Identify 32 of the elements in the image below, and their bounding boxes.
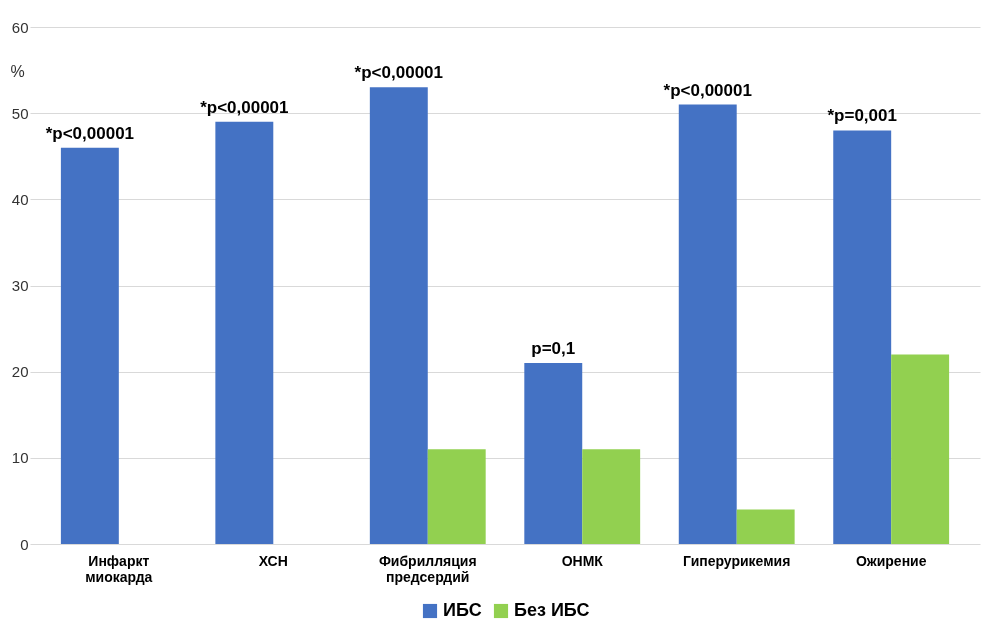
- y-tick-label: 0: [20, 535, 29, 553]
- annotation: p=0,1: [531, 339, 576, 359]
- x-tick-label: ОНМК: [561, 552, 604, 569]
- annotation: *p<0,00001: [354, 63, 443, 83]
- bar: [215, 121, 274, 544]
- y-tick-label: 30: [11, 277, 29, 294]
- bar: [60, 147, 119, 544]
- y-tick-label: 10: [11, 449, 29, 467]
- y-tick-label: 40: [11, 190, 29, 208]
- x-tick-label: ХСН: [258, 552, 288, 569]
- y-tick-label: 20: [11, 363, 29, 381]
- bar: [678, 104, 737, 544]
- y-tick-label: 60: [11, 18, 29, 36]
- bar: [736, 509, 795, 544]
- y-axis-title: %: [10, 62, 25, 80]
- x-tick-label: Фибрилляция предсердий: [378, 552, 477, 585]
- bar: [427, 449, 486, 544]
- bar: [891, 354, 950, 544]
- annotation: *p<0,00001: [45, 123, 135, 143]
- bar: [369, 87, 428, 544]
- annotation: *p<0,00001: [663, 80, 752, 100]
- legend-label: ИБС: [443, 600, 482, 620]
- x-tick-label: Ожирение: [855, 552, 927, 569]
- legend-label: Без ИБС: [514, 600, 590, 620]
- y-tick-label: 50: [11, 104, 29, 122]
- x-tick-label: Гиперурикемия: [683, 552, 791, 569]
- annotation: *p<0,00001: [200, 97, 289, 117]
- annotation: *p=0,001: [827, 106, 897, 126]
- x-tick-label: Инфаркт миокарда: [85, 552, 153, 585]
- bar: [582, 449, 641, 544]
- bar: [833, 130, 892, 544]
- bar: [524, 363, 583, 544]
